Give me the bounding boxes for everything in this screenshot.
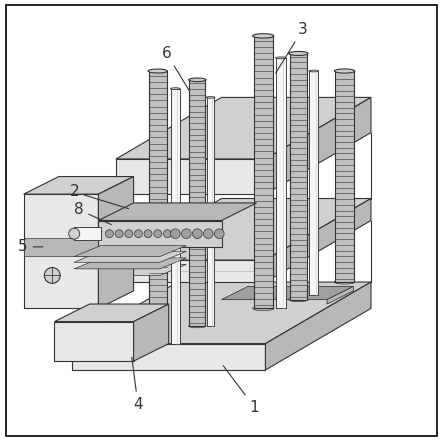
Circle shape [193,229,202,239]
Polygon shape [98,220,222,247]
Polygon shape [54,304,169,321]
Circle shape [182,229,191,239]
Polygon shape [74,265,187,276]
Text: 3: 3 [276,22,308,73]
Text: 8: 8 [74,202,111,224]
Ellipse shape [206,97,215,98]
Ellipse shape [334,280,355,284]
Polygon shape [98,176,134,308]
Text: 4: 4 [132,357,143,412]
Bar [171,89,180,344]
Bar [206,97,214,326]
Polygon shape [23,176,134,194]
Polygon shape [72,282,371,344]
Ellipse shape [69,228,80,239]
Polygon shape [23,194,98,308]
Ellipse shape [276,57,286,59]
Polygon shape [116,159,265,194]
Bar [253,36,273,308]
Circle shape [203,229,213,239]
Ellipse shape [148,69,167,73]
Circle shape [115,230,123,238]
Circle shape [144,230,152,238]
Polygon shape [265,198,371,282]
Ellipse shape [189,78,206,82]
Bar [74,227,101,240]
Ellipse shape [171,88,180,90]
Ellipse shape [334,69,355,73]
Polygon shape [54,321,134,361]
Polygon shape [74,258,187,269]
Bar [149,71,167,344]
Polygon shape [23,238,98,256]
Polygon shape [116,97,371,159]
Circle shape [44,268,60,284]
Circle shape [163,230,171,238]
Bar [276,58,286,308]
Polygon shape [72,344,265,370]
Text: 1: 1 [223,366,259,415]
Polygon shape [134,304,169,361]
Ellipse shape [253,34,274,38]
Ellipse shape [148,342,167,346]
Bar [309,71,318,295]
Polygon shape [327,287,354,304]
Circle shape [135,230,142,238]
Polygon shape [265,97,371,194]
Polygon shape [116,198,371,260]
Circle shape [171,229,180,239]
Ellipse shape [309,70,319,72]
Circle shape [154,230,162,238]
Ellipse shape [289,298,308,302]
Ellipse shape [189,324,206,328]
Circle shape [105,230,113,238]
Bar [190,80,205,326]
Polygon shape [265,282,371,370]
Polygon shape [74,251,187,262]
Polygon shape [222,287,354,299]
Circle shape [214,229,224,239]
Bar [290,53,307,299]
Text: 2: 2 [70,184,129,209]
Polygon shape [74,246,187,257]
Text: 5: 5 [18,239,43,254]
Circle shape [125,230,133,238]
Polygon shape [116,260,265,282]
Polygon shape [98,203,256,220]
Ellipse shape [253,306,274,310]
Bar [335,71,354,282]
Text: 6: 6 [162,46,189,91]
Ellipse shape [289,52,308,56]
